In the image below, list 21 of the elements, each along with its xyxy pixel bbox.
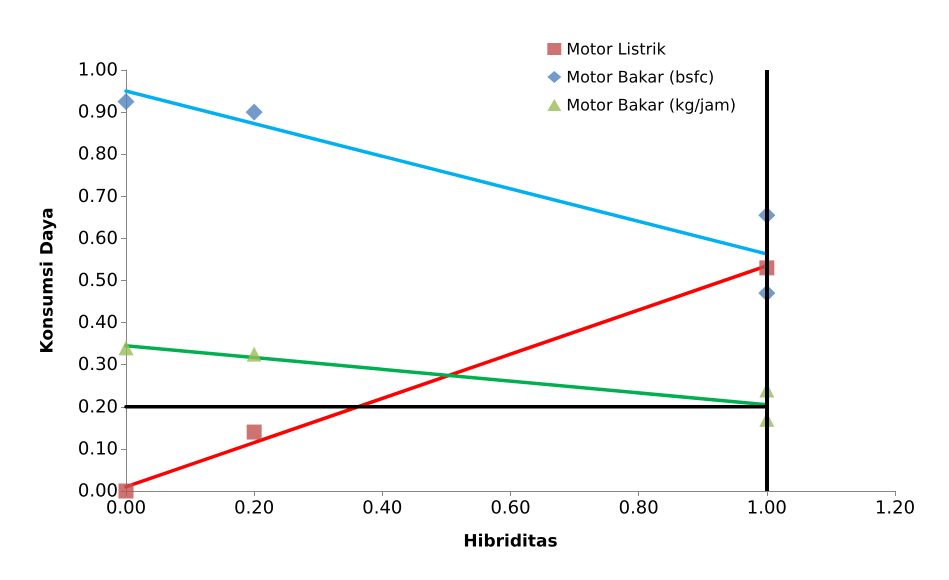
y-tick-label: 0.60 [78, 228, 118, 249]
y-tick-label: 0.30 [78, 354, 118, 376]
y-tick-label: 0.90 [78, 102, 118, 123]
y-axis-title: Konsumsi Daya [38, 207, 58, 354]
x-tick-label: 1.00 [746, 498, 787, 518]
legend-label: Motor Bakar (bsfc) [566, 68, 714, 86]
x-axis-title: Hibriditas [463, 532, 558, 552]
x-tick-label: 0.20 [234, 498, 274, 518]
y-tick-label: 0.70 [78, 186, 118, 207]
y-tick-label: 0.10 [78, 438, 118, 460]
y-tick-label: 0.20 [78, 396, 118, 418]
y-tick-label: 0.50 [78, 270, 118, 291]
x-tick-label: 1.20 [874, 498, 916, 518]
y-tick-label: 1.00 [78, 60, 118, 80]
x-tick-label: 0.80 [618, 498, 659, 518]
legend-label: Motor Listrik [566, 40, 667, 58]
y-tick-label: 0.40 [78, 312, 118, 334]
x-tick-label: 0.60 [490, 498, 531, 518]
x-tick-label: 0.40 [362, 498, 402, 518]
legend-label: Motor Bakar (kg/jam) [566, 96, 736, 114]
y-tick-label: 0.80 [78, 144, 118, 165]
